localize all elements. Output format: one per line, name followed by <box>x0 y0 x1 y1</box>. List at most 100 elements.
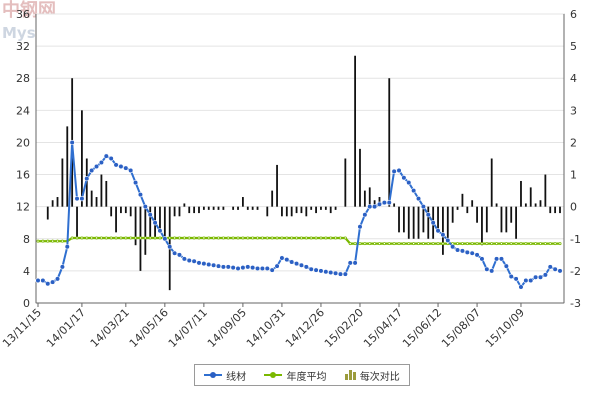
price-point <box>128 167 134 174</box>
average-point <box>231 236 235 240</box>
y2-tick-label: -2 <box>570 265 581 278</box>
price-point <box>372 204 378 210</box>
average-point <box>90 236 94 240</box>
price-point <box>313 267 319 273</box>
price-point <box>293 261 300 267</box>
average-point <box>217 236 221 240</box>
average-point <box>304 236 308 240</box>
bar-mark <box>246 206 249 210</box>
bar-mark <box>412 206 415 239</box>
bar-mark <box>100 174 103 207</box>
price-point <box>557 268 563 274</box>
price-point <box>274 263 280 269</box>
average-point <box>441 242 445 246</box>
average-point <box>524 242 528 246</box>
price-point <box>132 179 139 186</box>
bar-mark <box>451 206 454 223</box>
price-point <box>484 266 490 272</box>
price-point <box>167 244 173 250</box>
price-point <box>328 269 334 276</box>
average-point <box>338 236 342 240</box>
bar-mark <box>46 206 49 220</box>
x-tick-label: 14/07/11 <box>166 306 210 350</box>
price-point <box>381 200 387 206</box>
bar-mark <box>129 206 132 217</box>
price-point <box>245 264 251 270</box>
average-point <box>80 236 84 240</box>
average-point <box>543 242 547 246</box>
legend-item-bars[interactable]: 每次对比 <box>344 368 400 383</box>
price-point <box>406 179 412 186</box>
average-point <box>158 236 162 240</box>
price-point <box>508 273 514 280</box>
average-point <box>46 239 50 243</box>
bar-mark <box>310 206 313 210</box>
bar-mark <box>495 203 498 207</box>
price-point <box>474 252 480 258</box>
bar-mark <box>442 206 444 255</box>
price-point <box>386 200 392 206</box>
bar-mark <box>212 206 215 210</box>
average-point <box>246 236 250 240</box>
price-point <box>435 228 441 234</box>
x-tick-label: 13/11/15 <box>0 306 44 350</box>
bar-mark <box>549 206 552 214</box>
plot-area <box>35 13 565 304</box>
bar-mark <box>461 193 464 207</box>
average-point <box>256 236 260 240</box>
price-point <box>298 262 305 268</box>
bar-mark <box>476 206 478 223</box>
average-point <box>177 236 181 240</box>
price-point <box>269 267 275 273</box>
price-point <box>225 264 231 270</box>
average-point <box>538 242 542 246</box>
bar-mark <box>320 206 322 210</box>
price-point <box>284 257 290 263</box>
bar-mark <box>354 55 357 207</box>
average-point <box>436 242 440 246</box>
average-point <box>373 242 377 246</box>
legend-item-average[interactable]: 年度平均 <box>264 368 326 383</box>
price-point <box>206 261 212 268</box>
price-point <box>142 204 148 210</box>
y2-tick-label: 6 <box>570 8 577 21</box>
price-point <box>137 192 144 198</box>
price-point <box>503 263 509 269</box>
x-tick-label: 14/09/05 <box>205 306 249 350</box>
average-point <box>168 236 172 240</box>
price-point <box>357 224 363 230</box>
bar-mark <box>407 206 410 239</box>
bar-mark <box>315 206 317 214</box>
price-point <box>118 163 124 170</box>
legend-item-line[interactable]: 线材 <box>204 368 246 383</box>
average-point <box>251 236 255 240</box>
price-point <box>89 167 95 174</box>
price-point <box>513 276 519 282</box>
average-point <box>129 236 133 240</box>
bar-mark <box>124 206 127 214</box>
average-point <box>519 242 523 246</box>
price-point <box>240 265 246 271</box>
price-point <box>552 266 558 272</box>
price-point <box>250 265 256 271</box>
price-point <box>445 237 451 243</box>
bar-mark <box>90 190 93 207</box>
bar-mark <box>281 206 283 217</box>
average-point <box>236 236 240 240</box>
average-point <box>363 242 367 246</box>
average-point <box>548 242 552 246</box>
price-point <box>196 260 202 266</box>
y-tick-label: 16 <box>16 169 30 182</box>
bar-mark <box>490 158 493 207</box>
y-tick-label: 0 <box>23 297 30 310</box>
average-point <box>270 236 274 240</box>
bar-mark <box>144 206 147 255</box>
legend-label-average: 年度平均 <box>286 371 327 383</box>
price-point <box>347 260 353 266</box>
bar-mark <box>241 197 244 207</box>
bar-mark <box>237 206 239 210</box>
average-point <box>109 236 113 240</box>
average-point <box>417 242 421 246</box>
bar-mark <box>271 190 274 207</box>
average-point <box>460 242 464 246</box>
